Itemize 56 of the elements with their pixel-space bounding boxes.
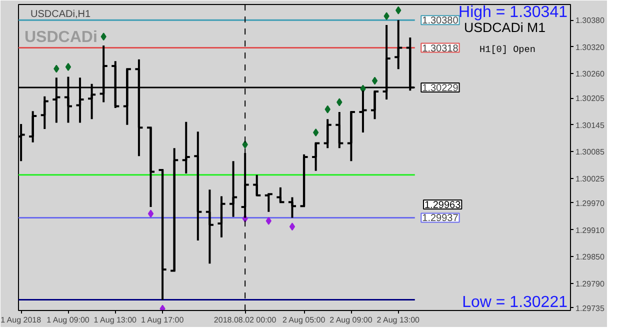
candlestick: [287, 196, 298, 219]
point: [160, 304, 166, 310]
annotation: USDCADi M1: [464, 20, 546, 35]
candlestick: [181, 120, 191, 175]
point: [336, 98, 342, 106]
y-tick-label: 1.30205: [576, 94, 605, 104]
ref-line-label: 1.30229: [422, 82, 459, 94]
candlestick: [193, 130, 203, 242]
annotation: H1[0] Open: [480, 44, 536, 55]
y-tick-label: 1.29910: [576, 226, 605, 235]
ref-line-label: 1.30380: [422, 16, 459, 27]
y-tick-label: 1.29735: [576, 304, 605, 313]
point: [242, 140, 248, 149]
x-tick-label: 2 Aug 09:00: [330, 316, 373, 324]
candlestick: [334, 111, 344, 150]
y-tick-label: 1.30025: [576, 174, 605, 184]
point: [100, 32, 106, 41]
ref-line-label: 1.29937: [422, 213, 459, 224]
candlestick: [322, 118, 332, 150]
y-tick-label: 1.29970: [576, 199, 605, 208]
y-tick-label: 1.30085: [576, 148, 605, 157]
annotation: High = 1.30341: [458, 4, 568, 21]
candlestick: [204, 188, 214, 265]
point: [372, 76, 378, 85]
x-tick-label: 1 Aug 09:00: [46, 316, 90, 324]
x-tick-label: 1 Aug 17:00: [140, 316, 184, 324]
y-tick-label: 1.29790: [576, 279, 605, 288]
point: [289, 222, 296, 231]
point: [312, 128, 319, 137]
point: [324, 105, 330, 114]
ref-line-label: 1.30318: [422, 43, 459, 54]
candlestick: [228, 160, 238, 218]
y-tick-label: 1.30145: [576, 120, 605, 130]
annotation: 1.29963: [424, 200, 462, 211]
candlestick: [40, 95, 50, 130]
x-tick-label: 1 Aug 2018: [0, 316, 42, 324]
point: [148, 210, 154, 218]
y-tick-label: 1.30320: [576, 42, 605, 52]
point: [54, 64, 60, 73]
candlestick: [394, 19, 404, 70]
candlestick: [28, 110, 38, 144]
y-tick-label: 1.30380: [576, 16, 605, 26]
candlestick: [216, 195, 226, 238]
point: [384, 12, 390, 20]
annotation: Low = 1.30221: [462, 294, 568, 311]
point: [65, 62, 72, 71]
x-tick-label: 1 Aug 13:00: [94, 316, 138, 324]
text: USDCADi,H1: [30, 9, 91, 20]
x-tick-label: 2 Aug 05:00: [282, 316, 326, 324]
x-tick-label: 2018.08.02 00:00: [214, 316, 277, 324]
point: [396, 6, 402, 14]
y-tick-label: 1.29850: [576, 252, 605, 262]
y-tick-label: 1.30260: [576, 70, 605, 79]
point: [266, 216, 272, 225]
x-tick-label: 2 Aug 13:00: [376, 316, 420, 324]
text: USDCADi: [24, 29, 98, 46]
